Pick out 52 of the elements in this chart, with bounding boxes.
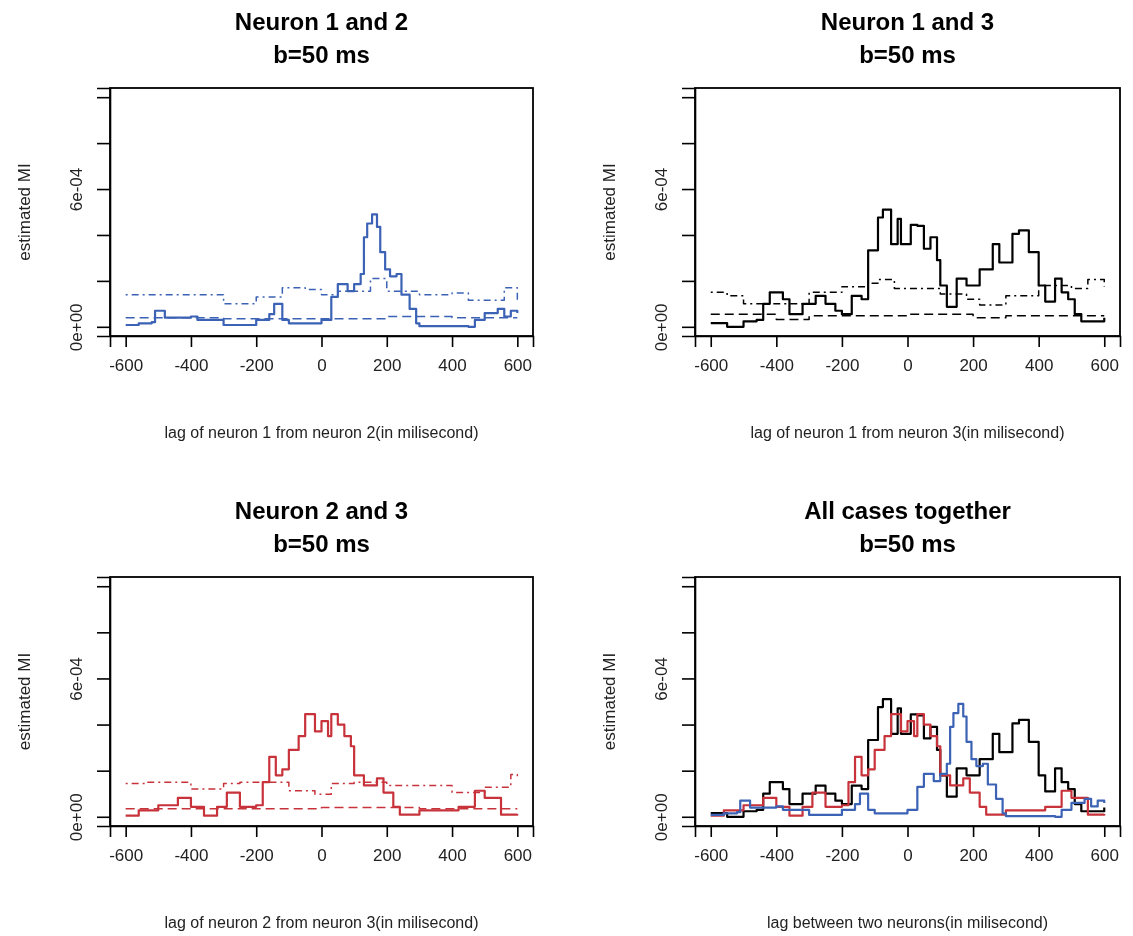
x-tick-label: 400 <box>1024 846 1054 866</box>
x-tick-label: 600 <box>503 356 533 376</box>
x-tick-label: 0 <box>317 356 327 376</box>
x-tick-label: -600 <box>109 356 144 376</box>
y-tick-label: 0e+00 <box>652 303 671 352</box>
x-axis-title: lag of neuron 1 from neuron 3(in milisecond) <box>750 424 1065 441</box>
x-tick-label: -200 <box>825 846 860 866</box>
chart-subtitle: b=50 ms <box>273 530 370 557</box>
y-axis-title: estimated MI <box>600 163 619 261</box>
x-tick-label: -200 <box>825 356 860 376</box>
y-tick-label: 6e-04 <box>67 657 86 701</box>
x-axis-title: lag between two neurons(in milisecond) <box>766 914 1049 931</box>
x-tick-label: -600 <box>109 846 144 866</box>
x-tick-label: 600 <box>1090 356 1119 376</box>
y-tick-label: 6e-04 <box>67 167 86 212</box>
x-axis-title: lag of neuron 1 from neuron 2(in milisecond) <box>164 424 479 441</box>
x-tick-label: -400 <box>759 846 794 866</box>
y-axis-title: estimated MI <box>15 652 34 751</box>
x-tick-label: -400 <box>174 356 209 376</box>
x-tick-label: -200 <box>239 846 274 866</box>
x-tick-label: 200 <box>959 356 988 376</box>
x-tick-label: -600 <box>694 846 729 866</box>
y-tick-label: 0e+00 <box>67 793 86 842</box>
chart-subtitle: b=50 ms <box>859 530 956 557</box>
x-tick-label: 400 <box>1024 356 1054 376</box>
chart-title: Neuron 1 and 2 <box>234 8 409 35</box>
chart-title: Neuron 2 and 3 <box>234 497 409 524</box>
y-axis-title: estimated MI <box>15 163 34 261</box>
x-tick-label: 600 <box>503 846 533 866</box>
x-tick-label: 600 <box>1090 846 1119 866</box>
y-tick-label: 6e-04 <box>652 657 671 701</box>
x-tick-label: 400 <box>438 356 467 376</box>
chart-subtitle: b=50 ms <box>273 41 370 68</box>
x-tick-label: 0 <box>903 846 913 866</box>
x-tick-label: 0 <box>903 356 913 376</box>
y-tick-label: 0e+00 <box>67 303 86 352</box>
x-tick-label: -400 <box>759 356 794 376</box>
x-tick-label: 0 <box>317 846 327 866</box>
chart-subtitle: b=50 ms <box>859 41 956 68</box>
chart-title: All cases together <box>804 497 1011 524</box>
chart-title: Neuron 1 and 3 <box>820 8 995 35</box>
x-tick-label: -600 <box>694 356 729 376</box>
x-axis-title: lag of neuron 2 from neuron 3(in milisecond) <box>164 914 479 931</box>
x-tick-label: 400 <box>438 846 467 866</box>
y-tick-label: 6e-04 <box>652 167 671 212</box>
x-tick-label: -400 <box>174 846 209 866</box>
x-tick-label: 200 <box>373 846 402 866</box>
x-tick-label: 200 <box>373 356 402 376</box>
x-tick-label: 200 <box>959 846 988 866</box>
x-tick-label: -200 <box>239 356 274 376</box>
y-axis-title: estimated MI <box>600 652 619 751</box>
y-tick-label: 0e+00 <box>652 793 671 842</box>
